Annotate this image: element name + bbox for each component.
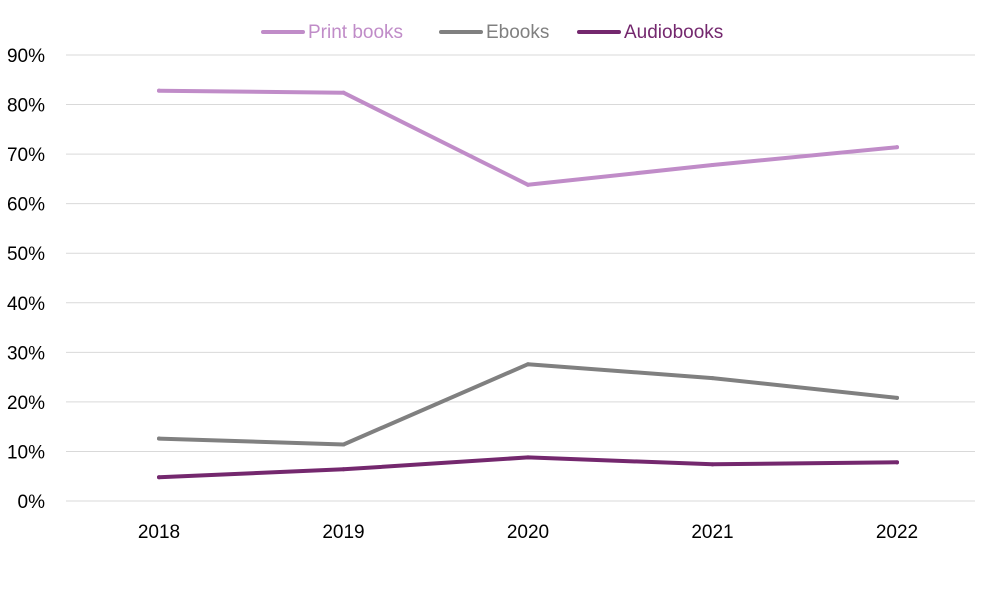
data-point: [157, 475, 161, 480]
legend-label: Print books: [308, 22, 403, 43]
y-tick-label: 70%: [7, 145, 45, 166]
y-tick-label: 80%: [7, 96, 45, 117]
y-tick-label: 90%: [7, 46, 45, 67]
data-point: [526, 362, 530, 367]
x-tick-label: 2022: [876, 522, 918, 543]
gridlines: [66, 54, 975, 502]
y-axis-tick-labels: 0% 10% 20% 30% 40% 50% 60% 70% 80% 90%: [7, 46, 45, 513]
legend-label: Audiobooks: [624, 22, 723, 43]
y-tick-label: 40%: [7, 294, 45, 315]
legend-item-ebooks: Ebooks: [439, 22, 549, 43]
data-point: [526, 455, 530, 460]
chart-legend: Print books Ebooks Audiobooks: [261, 22, 723, 43]
y-tick-label: 0%: [18, 492, 46, 513]
x-tick-label: 2018: [138, 522, 180, 543]
data-point: [710, 462, 715, 467]
data-point: [526, 182, 530, 187]
legend-item-audiobooks: Audiobooks: [577, 22, 723, 43]
data-point: [341, 90, 346, 95]
data-point: [895, 460, 899, 465]
data-point: [341, 442, 346, 447]
data-point: [895, 145, 899, 150]
x-tick-label: 2020: [507, 522, 549, 543]
legend-item-print-books: Print books: [261, 22, 403, 43]
x-tick-label: 2021: [691, 522, 733, 543]
data-point: [710, 163, 715, 168]
data-point: [710, 376, 715, 381]
y-tick-label: 20%: [7, 393, 45, 414]
y-tick-label: 50%: [7, 244, 45, 265]
series-line-ebooks: [157, 362, 899, 447]
data-point: [157, 88, 161, 93]
y-tick-label: 30%: [7, 343, 45, 364]
x-tick-label: 2019: [322, 522, 364, 543]
data-point: [341, 467, 346, 472]
legend-label: Ebooks: [486, 22, 549, 43]
series-line-audiobooks: [157, 455, 899, 480]
x-axis-tick-labels: 2018 2019 2020 2021 2022: [138, 522, 918, 543]
data-point: [157, 436, 161, 441]
data-point: [895, 395, 899, 400]
y-tick-label: 10%: [7, 442, 45, 463]
series-lines: [157, 88, 899, 480]
y-tick-label: 60%: [7, 195, 45, 216]
